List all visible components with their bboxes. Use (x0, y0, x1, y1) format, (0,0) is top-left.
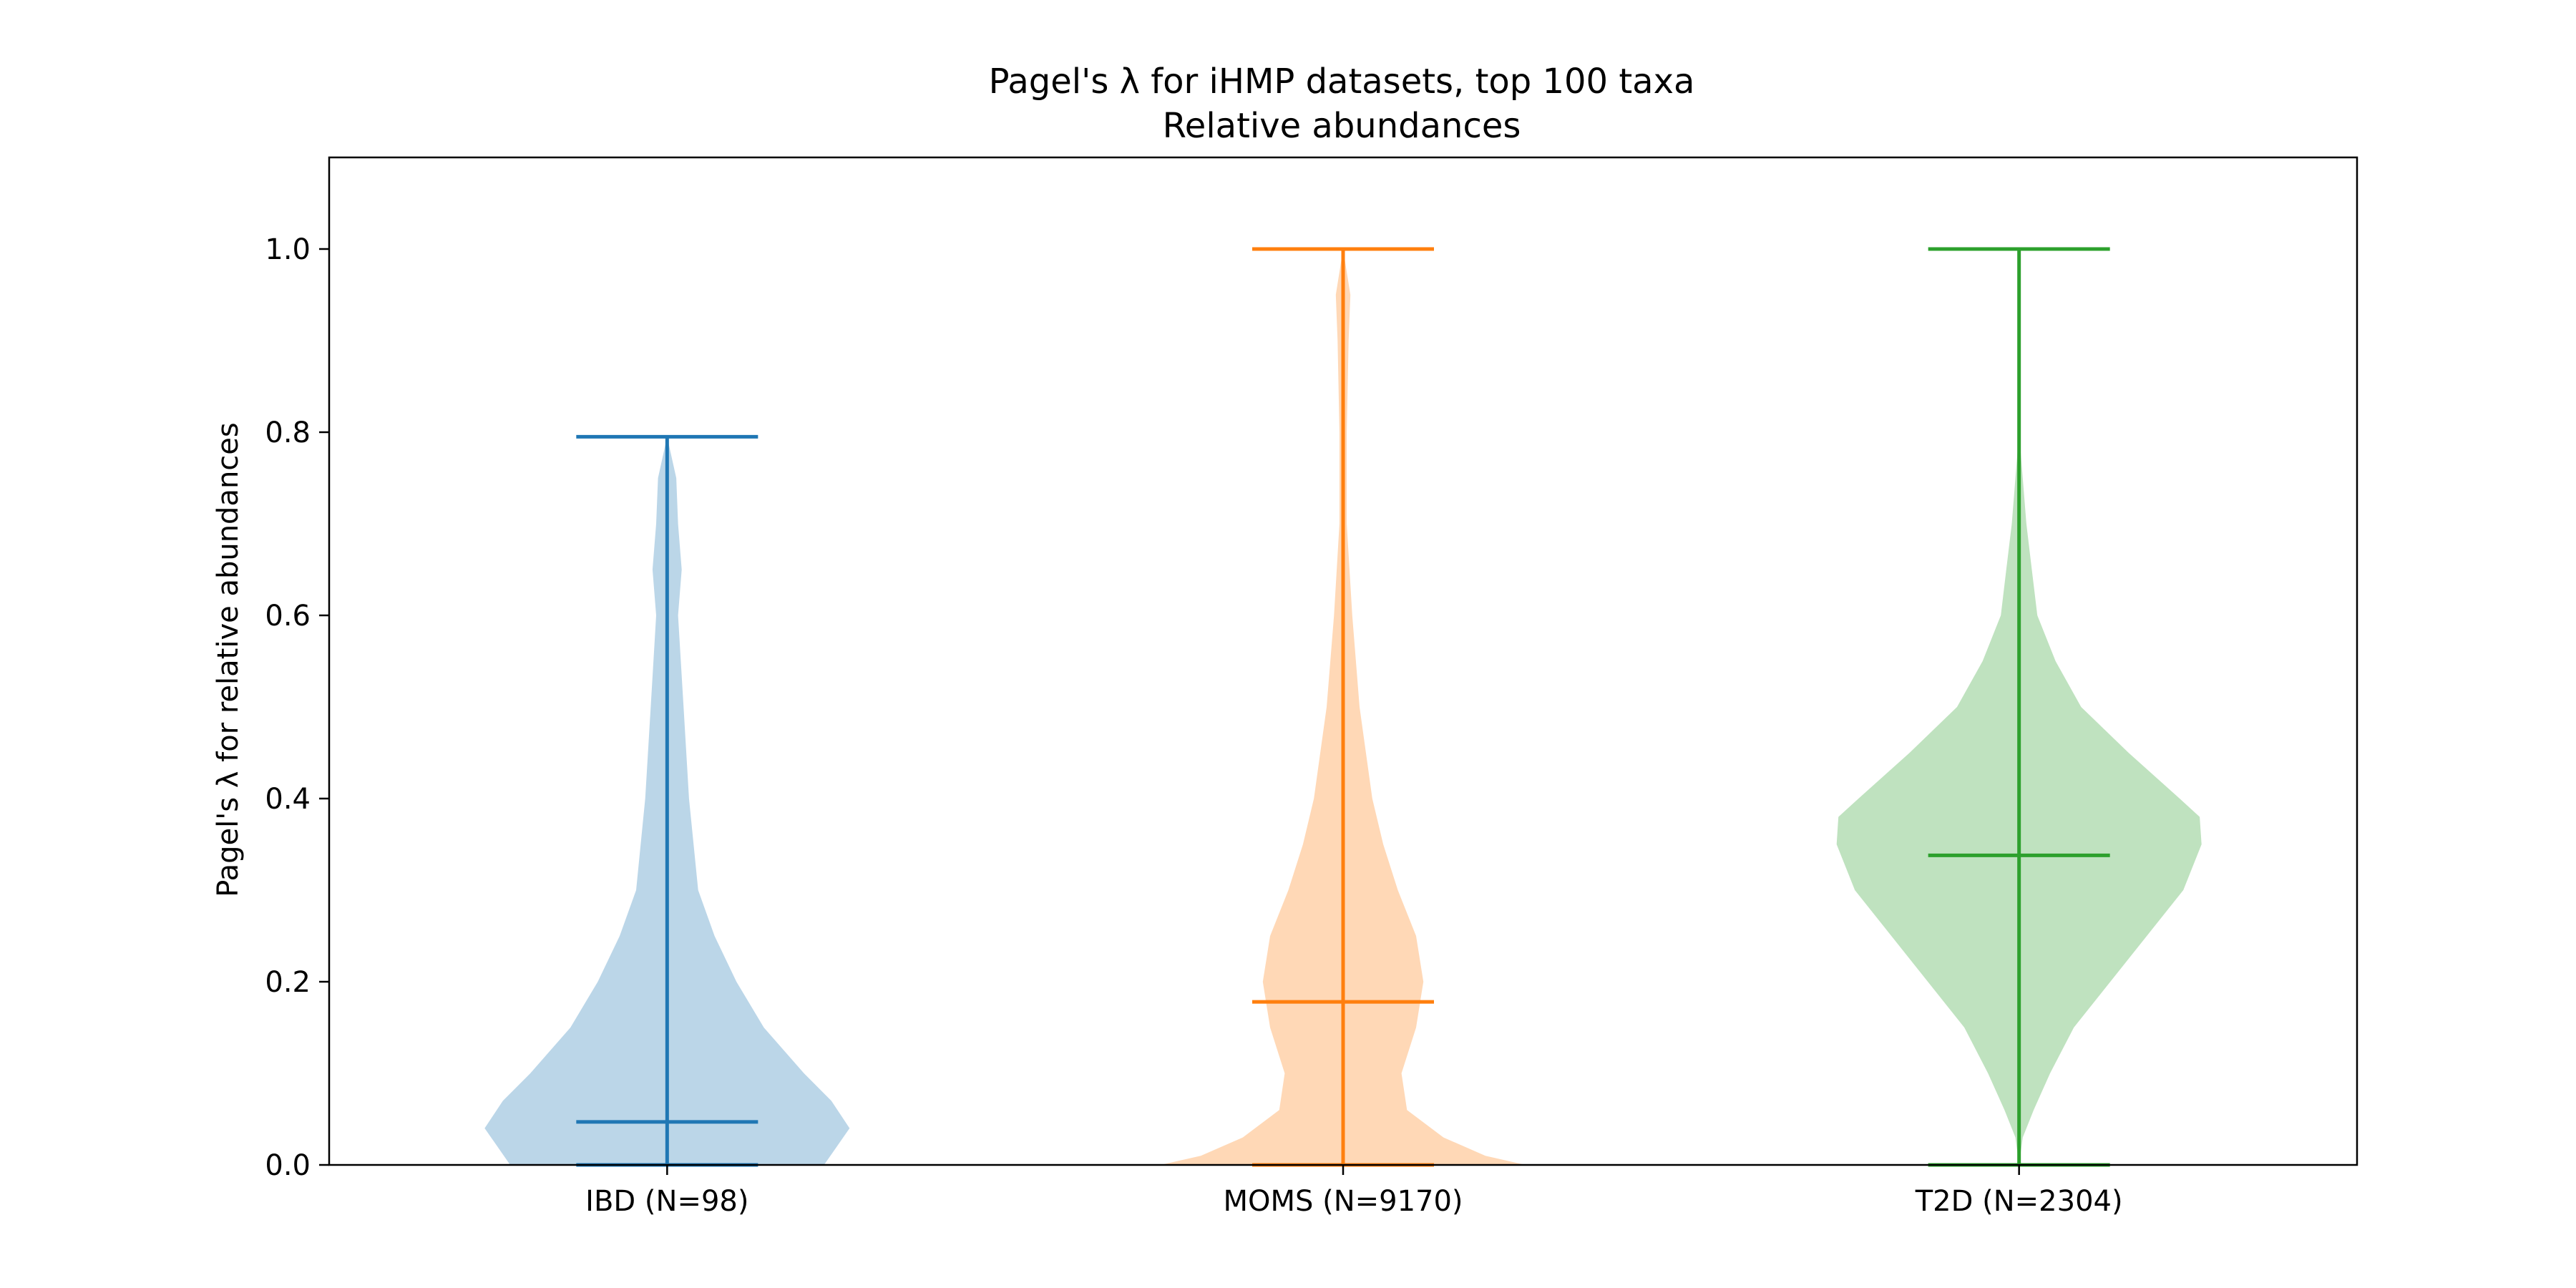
y-axis-label: Pagel's λ for relative abundances (212, 422, 245, 897)
y-tick-label: 0.6 (265, 600, 311, 633)
plot-area: 0.0 0.2 0.4 0.6 0.8 1.0 IBD (N=98) MOMS (N=9170… (265, 233, 2202, 1218)
x-tick-label: MOMS (N=9170) (1223, 1185, 1463, 1218)
y-tick-label: 0.4 (265, 783, 311, 816)
chart-title: Pagel's λ for iHMP datasets, top 100 tax… (989, 62, 1695, 102)
y-tick-label: 0.8 (265, 416, 311, 449)
x-tick-label: T2D (N=2304) (1915, 1185, 2123, 1218)
y-tick-label: 1.0 (265, 233, 311, 266)
y-tick-label: 0.2 (265, 966, 311, 999)
x-tick-label: IBD (N=98) (585, 1185, 748, 1218)
y-tick-label: 0.0 (265, 1149, 311, 1182)
chart-subtitle: Relative abundances (1163, 106, 1521, 146)
plot-frame (328, 156, 2358, 1166)
